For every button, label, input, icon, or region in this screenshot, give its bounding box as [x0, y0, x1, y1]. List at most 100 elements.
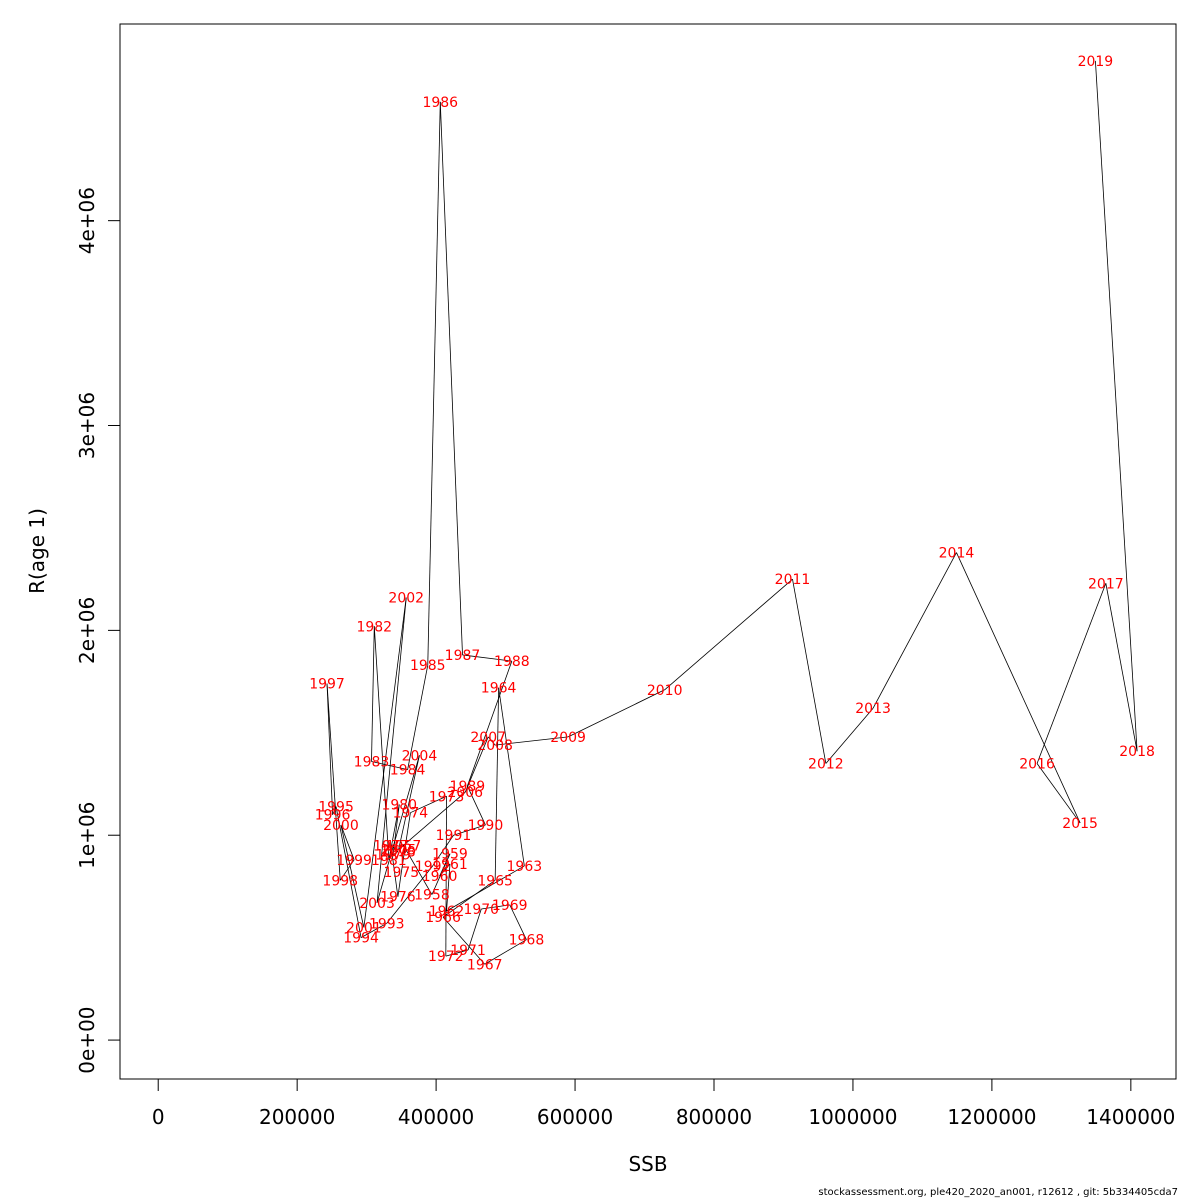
point-year-label: 1995 — [318, 800, 354, 816]
point-year-label: 1988 — [494, 654, 530, 670]
x-axis-title: SSB — [628, 1152, 667, 1176]
point-year-label: 1984 — [390, 763, 426, 779]
trajectory-segment — [439, 101, 463, 655]
trajectory-segment — [407, 665, 429, 770]
trajectory-segment — [403, 845, 433, 895]
point-year-label: 1976 — [380, 890, 416, 906]
trajectory-segment — [872, 552, 957, 709]
point-year-label: 1970 — [463, 902, 499, 918]
point-year-label: 1973 — [429, 789, 465, 805]
trajectory-segment — [453, 824, 486, 836]
point-year-label: 1989 — [450, 779, 486, 795]
trajectory-segment — [410, 795, 447, 814]
trajectory-segment — [1105, 583, 1138, 752]
point-year-label: 1998 — [322, 873, 358, 889]
point-year-label: 1968 — [509, 933, 545, 949]
x-tick-label: 0 — [152, 1105, 165, 1129]
trajectory-segment — [445, 796, 447, 957]
point-year-label: 1996 — [315, 808, 351, 824]
trajectory-segment — [397, 872, 402, 897]
point-year-label: 2000 — [323, 818, 359, 834]
x-tick-label: 1000000 — [808, 1105, 897, 1129]
trajectory-segment — [442, 916, 486, 965]
trajectory-segment — [567, 689, 665, 738]
y-tick-label: 4e+06 — [75, 187, 99, 254]
point-year-label: 1977 — [373, 838, 409, 854]
point-year-label: 1979 — [375, 848, 411, 864]
trajectory-segment — [432, 834, 454, 867]
point-year-label: 2001 — [346, 920, 382, 936]
x-axis: 0 200000 400000 600000 800000 1000000 1200000 1… — [152, 1078, 1175, 1129]
point-year-label: 1965 — [477, 873, 513, 889]
trajectory-segment — [446, 863, 451, 912]
trajectory-segment — [484, 939, 527, 965]
point-year-label: 1960 — [422, 869, 458, 885]
trajectory-segment — [956, 552, 1081, 824]
x-tick-label: 1200000 — [947, 1105, 1036, 1129]
point-year-label: 2005 — [381, 843, 417, 859]
point-year-label: 1959 — [432, 847, 468, 863]
trajectory-segment — [392, 804, 400, 855]
trajectory-segment — [371, 626, 375, 762]
trajectory-segment — [390, 845, 399, 852]
trajectory-segment — [445, 949, 469, 957]
point-year-label: 1957 — [386, 838, 422, 854]
point-year-label: 1987 — [445, 648, 481, 664]
trajectory-segment — [340, 824, 355, 860]
trajectory-segment — [664, 578, 793, 691]
point-year-label: 2011 — [775, 572, 811, 588]
trajectory-segment — [462, 654, 512, 662]
y-tick-label: 0e+00 — [75, 1006, 99, 1073]
trajectory-segment — [326, 683, 341, 881]
trajectory-segment — [464, 736, 489, 793]
x-tick-label: 800000 — [676, 1105, 752, 1129]
trajectory-segment — [373, 626, 390, 860]
trajectory-segment — [1036, 583, 1107, 764]
trajectory-segment — [481, 904, 510, 910]
trajectory-segment — [398, 755, 420, 850]
trajectory-segment — [335, 806, 362, 938]
trajectory-segment — [439, 853, 451, 877]
trajectory-segment — [388, 804, 400, 860]
point-year-label: 1978 — [380, 845, 416, 861]
point-year-label: 2006 — [447, 785, 483, 801]
point-year-label: 1980 — [381, 797, 417, 813]
y-axis-title: R(age 1) — [25, 508, 49, 594]
trajectory-segment — [360, 922, 387, 938]
trajectory-segment — [1036, 763, 1081, 824]
point-year-label: 1982 — [356, 619, 392, 635]
point-year-label: 2003 — [359, 896, 395, 912]
x-tick-label: 600000 — [537, 1105, 613, 1129]
y-tick-label: 2e+06 — [75, 597, 99, 664]
point-year-label: 1969 — [492, 898, 528, 914]
point-year-label: 2007 — [470, 730, 506, 746]
point-year-label: 1971 — [450, 943, 486, 959]
trajectory-segment — [386, 865, 433, 924]
point-year-label: 1972 — [428, 949, 464, 965]
trajectory-segment — [509, 904, 527, 940]
trajectory-segment — [494, 687, 500, 881]
point-year-label: 1975 — [384, 865, 420, 881]
x-tick-label: 1400000 — [1086, 1105, 1175, 1129]
point-year-label: 1981 — [371, 853, 407, 869]
trajectory-segment — [326, 683, 333, 815]
trajectory-segment — [467, 785, 486, 826]
x-tick-label: 200000 — [259, 1105, 335, 1129]
point-year-label: 1958 — [414, 888, 450, 904]
trajectory-lines — [326, 60, 1138, 965]
trajectory-segment — [376, 597, 407, 903]
point-year-label: 2019 — [1078, 54, 1114, 70]
point-year-label: 1994 — [343, 931, 379, 947]
point-year-label: 1985 — [410, 658, 446, 674]
point-year-label: 2009 — [550, 730, 586, 746]
point-year-label: 2014 — [939, 546, 975, 562]
point-year-label: 1966 — [425, 910, 461, 926]
point-year-label: 1963 — [507, 859, 543, 875]
trajectory-segment — [376, 755, 420, 903]
trajectory-segment — [392, 851, 399, 856]
point-year-label: 1993 — [369, 916, 405, 932]
point-year-label: 2017 — [1088, 576, 1124, 592]
trajectory-segment — [825, 707, 874, 764]
footer-source-text: stockassessment.org, ple420_2020_an001, … — [818, 1187, 1178, 1198]
